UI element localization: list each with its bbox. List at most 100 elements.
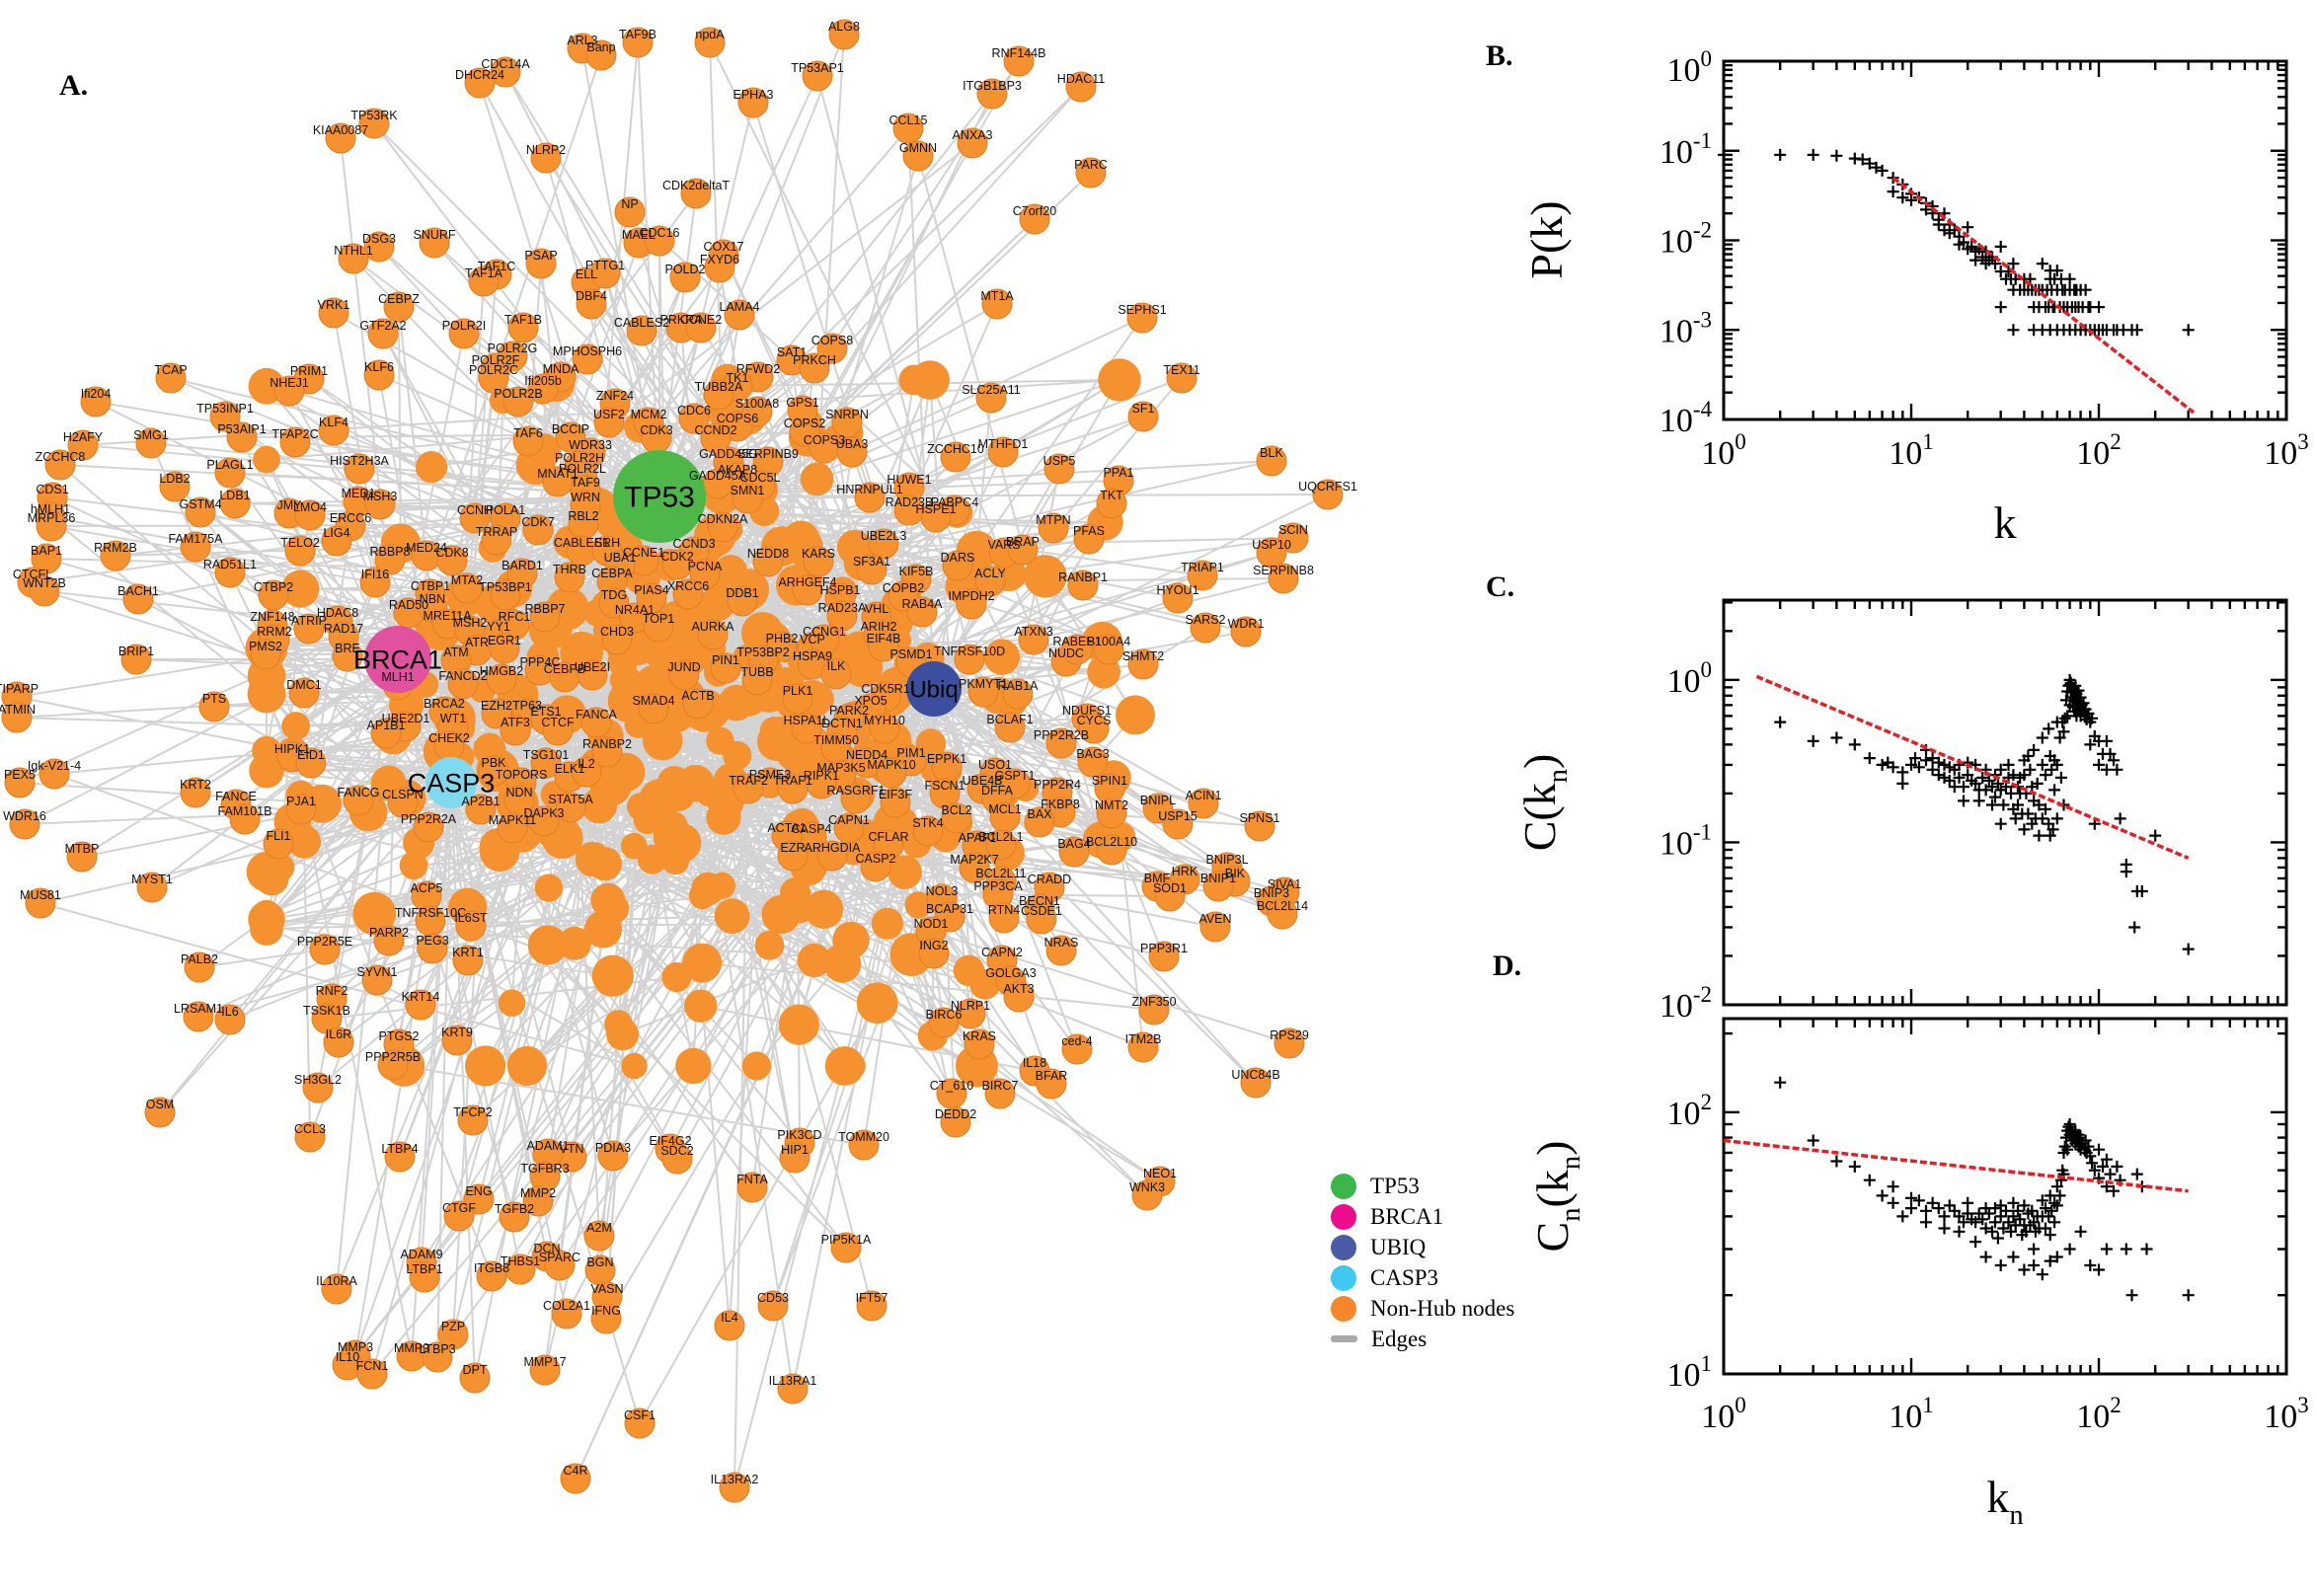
- network-node: [910, 360, 950, 400]
- network-node: [983, 639, 1021, 675]
- network-node: [281, 712, 311, 740]
- network-node: [214, 557, 246, 588]
- network-node: [976, 78, 1008, 110]
- svg-text:100: 100: [1701, 1393, 1746, 1435]
- network-node: [226, 421, 258, 453]
- network-node: [527, 925, 568, 965]
- network-nonhub-nodes: [1, 19, 1344, 1503]
- network-node: [915, 728, 947, 759]
- network-node: [530, 142, 562, 174]
- network-node: [159, 471, 191, 502]
- network-node: [675, 1047, 712, 1085]
- plot-panel-c: 100 10-1 10-2 C(kn): [1514, 598, 2288, 1025]
- network-node: [25, 887, 56, 919]
- network-node: [714, 898, 750, 935]
- svg-text:103: 103: [2264, 429, 2309, 472]
- network-node: [622, 27, 654, 58]
- network-node: [66, 841, 98, 873]
- network-node: [219, 488, 251, 519]
- network-node: [575, 841, 611, 877]
- tick-label: 10-3: [1660, 307, 1712, 349]
- network-node: [332, 641, 363, 672]
- network-node: [856, 982, 898, 1025]
- network-node: [464, 67, 496, 99]
- network-node: [802, 60, 833, 92]
- svg-text:101: 101: [1889, 1393, 1934, 1435]
- network-node: [415, 451, 448, 484]
- network-node: [644, 225, 675, 257]
- network-node: [67, 429, 99, 461]
- network-node: [1, 702, 33, 733]
- tick-label: 100: [1701, 429, 1746, 472]
- network-node: [741, 1051, 772, 1081]
- network-node: [1098, 358, 1141, 402]
- network-node: [363, 231, 395, 263]
- network-node: [481, 524, 512, 556]
- network-node: [534, 874, 564, 902]
- network-node: [759, 717, 788, 744]
- network-node: [892, 113, 924, 144]
- network-node: [789, 735, 820, 766]
- network-node: [558, 926, 591, 960]
- svg-text:102: 102: [2076, 1393, 2122, 1435]
- network-node: [29, 575, 60, 607]
- tick-label: 10-4: [1660, 397, 1713, 439]
- network-node: [185, 496, 216, 528]
- network-node: [198, 691, 230, 722]
- network-node: [358, 108, 390, 139]
- network-node: [338, 243, 369, 274]
- network-node: [383, 291, 415, 323]
- network-node: [180, 531, 211, 563]
- network-node: [352, 891, 397, 936]
- network-node: [252, 735, 281, 766]
- network-node: [363, 359, 395, 391]
- network-node: [661, 847, 690, 875]
- network-node: [525, 248, 557, 279]
- network-node: [637, 844, 667, 874]
- network-node: [293, 613, 325, 645]
- network-node: [1024, 555, 1067, 598]
- network-node: [465, 1045, 506, 1087]
- network-node: [325, 122, 356, 154]
- axis-ticks: [1722, 59, 2288, 421]
- scatter-points: [1774, 673, 2195, 955]
- network-node: [4, 767, 36, 798]
- svg-text:10-2: 10-2: [1660, 218, 1712, 261]
- network-node: [1065, 71, 1097, 103]
- svg-text:100: 100: [1667, 657, 1713, 700]
- tick-label: 10-1: [1660, 128, 1712, 171]
- network-node: [359, 567, 391, 598]
- network-node: [281, 570, 320, 608]
- svg-text:101: 101: [1889, 429, 1934, 472]
- svg-text:10-3: 10-3: [1660, 307, 1712, 349]
- tick-label: 103: [2264, 1393, 2309, 1435]
- network-node: [904, 891, 933, 919]
- network-node: [263, 828, 294, 860]
- network-node: [374, 544, 406, 575]
- network-node: [797, 943, 832, 978]
- svg-text:10-4: 10-4: [1660, 397, 1713, 439]
- tick-label: 100: [1667, 657, 1713, 700]
- network-node: [1003, 45, 1035, 77]
- network-node: [981, 288, 1013, 320]
- axis-title: P(k): [1521, 200, 1572, 278]
- network-node: [621, 1052, 648, 1080]
- network-node: [682, 943, 723, 983]
- network-node: [250, 639, 281, 670]
- network-node: [459, 502, 491, 534]
- network-node: [155, 362, 187, 394]
- network-node: [957, 127, 988, 159]
- plot-frame: [1722, 59, 2288, 421]
- network-node: [824, 1046, 865, 1086]
- network-node: [288, 677, 320, 709]
- svg-text:100: 100: [1701, 429, 1746, 472]
- network-node: [695, 780, 723, 807]
- network-node: [639, 779, 681, 820]
- network-node: [754, 930, 785, 960]
- network-node: [318, 415, 349, 446]
- fit-line: [1755, 674, 2190, 860]
